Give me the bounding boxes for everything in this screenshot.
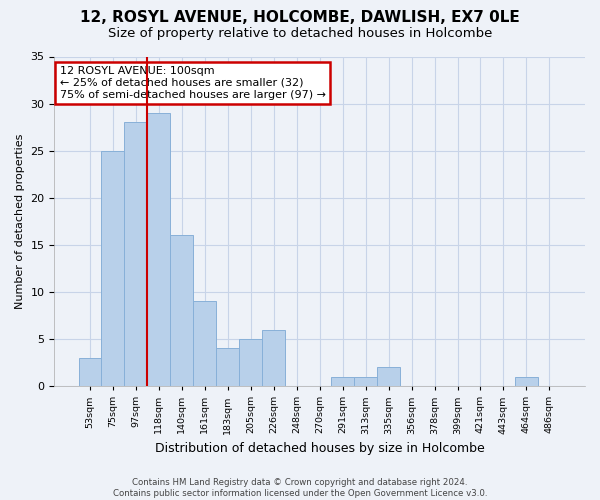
Text: Size of property relative to detached houses in Holcombe: Size of property relative to detached ho… — [108, 28, 492, 40]
Bar — [515, 376, 538, 386]
Bar — [377, 368, 400, 386]
Bar — [101, 150, 124, 386]
Text: Contains HM Land Registry data © Crown copyright and database right 2024.
Contai: Contains HM Land Registry data © Crown c… — [113, 478, 487, 498]
Text: 12 ROSYL AVENUE: 100sqm
← 25% of detached houses are smaller (32)
75% of semi-de: 12 ROSYL AVENUE: 100sqm ← 25% of detache… — [60, 66, 326, 100]
Bar — [148, 113, 170, 386]
Bar — [193, 302, 217, 386]
Bar — [239, 339, 262, 386]
Bar — [331, 376, 354, 386]
Bar — [262, 330, 285, 386]
Text: 12, ROSYL AVENUE, HOLCOMBE, DAWLISH, EX7 0LE: 12, ROSYL AVENUE, HOLCOMBE, DAWLISH, EX7… — [80, 10, 520, 25]
Bar — [170, 236, 193, 386]
Y-axis label: Number of detached properties: Number of detached properties — [15, 134, 25, 309]
Bar — [79, 358, 101, 386]
Bar — [124, 122, 148, 386]
Bar — [217, 348, 239, 386]
X-axis label: Distribution of detached houses by size in Holcombe: Distribution of detached houses by size … — [155, 442, 485, 455]
Bar — [354, 376, 377, 386]
